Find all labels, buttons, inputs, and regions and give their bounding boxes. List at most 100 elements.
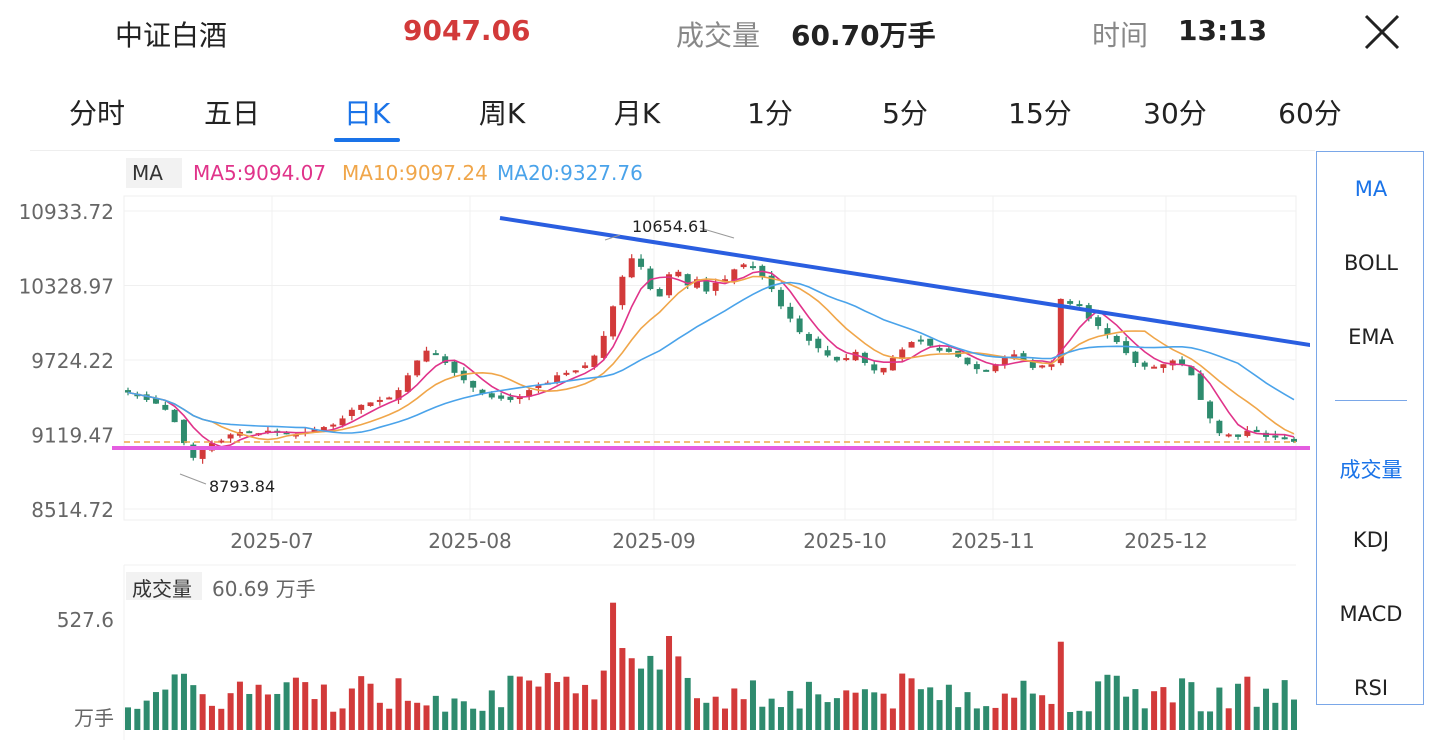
tab-15min[interactable]: 15分 (1008, 97, 1072, 130)
candle-down (479, 389, 486, 394)
candle-up (712, 282, 719, 291)
candle-up (320, 427, 327, 431)
candle-down (283, 432, 290, 435)
candle-down (162, 404, 169, 410)
volume-bar (899, 673, 906, 730)
volume-bar (367, 683, 374, 730)
date-tick-label: 2025-11 (951, 529, 1035, 553)
volume-label-bg (126, 572, 202, 600)
volume-bar (255, 684, 262, 730)
tab-60min[interactable]: 60分 (1278, 97, 1342, 130)
date-tick-label: 2025-08 (428, 529, 512, 553)
candle-down (1141, 362, 1148, 367)
menu-item-macd[interactable]: MACD (1339, 602, 1403, 626)
volume-bar (190, 685, 197, 730)
candle-up (339, 418, 346, 426)
volume-bar (787, 690, 794, 730)
volume-bar (320, 684, 327, 730)
volume-bar (526, 680, 533, 730)
candle-down (246, 431, 253, 434)
volume-bar (768, 698, 775, 730)
tab-5min[interactable]: 5分 (882, 97, 928, 130)
candle-down (824, 350, 831, 356)
candle-up (1057, 298, 1064, 364)
candle-up (386, 397, 393, 400)
kline-chart[interactable]: 10933.72 10328.97 9724.22 9119.47 8514.72 20… (0, 0, 1310, 752)
tab-monthly-k[interactable]: 月K (613, 97, 661, 130)
volume-bar (1048, 703, 1055, 730)
high-leader (604, 234, 621, 241)
candle-down (805, 333, 812, 341)
volume-bar (1272, 702, 1279, 730)
tab-daily-k[interactable]: 日K (343, 97, 391, 130)
candle-down (684, 274, 691, 286)
candle-down (1197, 373, 1204, 400)
tab-30min[interactable]: 30分 (1143, 97, 1207, 130)
volume-bar (1151, 691, 1158, 730)
volume-bar (227, 693, 234, 730)
volume-bar (470, 708, 477, 730)
menu-item-kdj[interactable]: KDJ (1352, 528, 1390, 552)
candle-up (414, 360, 421, 376)
candle-up (199, 449, 206, 459)
menu-item-ema[interactable]: EMA (1348, 325, 1394, 349)
tab-1min[interactable]: 1分 (747, 97, 793, 130)
candle-down (1188, 366, 1195, 376)
volume-bar (339, 708, 346, 730)
close-icon (1364, 14, 1400, 50)
candle-down (927, 338, 934, 346)
volume-bar (852, 692, 859, 730)
candle-up (852, 351, 859, 361)
candle-down (833, 356, 840, 361)
menu-item-boll[interactable]: BOLL (1344, 251, 1398, 275)
candle-down (1067, 301, 1074, 304)
candle-down (1104, 328, 1111, 335)
candle-up (600, 335, 607, 358)
close-button[interactable] (1362, 12, 1402, 52)
volume-bar (143, 700, 150, 730)
volume-bar (843, 690, 850, 730)
volume-bar (777, 707, 784, 730)
tab-five-day[interactable]: 五日 (203, 97, 261, 130)
candle-up (721, 279, 728, 282)
volume-bar (666, 635, 673, 730)
candle-up (1244, 430, 1251, 436)
volume-bar (600, 670, 607, 730)
candle-up (554, 375, 561, 383)
menu-item-ma[interactable]: MA (1354, 177, 1388, 201)
candle-down (460, 370, 467, 381)
volume-bar (1132, 689, 1139, 730)
volume-bar (1281, 680, 1288, 730)
candle-down (470, 380, 477, 388)
volume-bar (1104, 674, 1111, 730)
volume-bar (964, 692, 971, 730)
menu-item-volume[interactable]: 成交量 (1339, 458, 1403, 482)
volume-unit-label: 万手 (74, 706, 114, 730)
volume-bar (889, 708, 896, 730)
candle-down (703, 280, 710, 292)
volume-bar (283, 682, 290, 730)
volume-bar (749, 680, 756, 730)
low-leader (179, 473, 207, 485)
volume-bar (432, 695, 439, 730)
tab-intraday[interactable]: 分时 (68, 97, 126, 130)
candle-up (992, 364, 999, 372)
indicator-label: MA (132, 161, 163, 185)
volume-bar (358, 676, 365, 730)
volume-bar (1001, 693, 1008, 730)
candle-down (171, 409, 178, 423)
volume-bar (1085, 711, 1092, 730)
candle-up (563, 372, 570, 375)
tab-weekly-k[interactable]: 周K (478, 97, 526, 130)
candle-down (1113, 335, 1120, 343)
volume-bar (591, 699, 598, 730)
menu-item-rsi[interactable]: RSI (1353, 676, 1389, 700)
volume-bar (1197, 711, 1204, 730)
volume-bar (302, 682, 309, 730)
low-annotation: 8793.84 (209, 477, 275, 496)
candle-up (1048, 364, 1055, 367)
volume-bar (694, 698, 701, 730)
candle-down (1207, 401, 1214, 419)
volume-bar (1225, 708, 1232, 730)
high-leader-2 (699, 227, 735, 239)
